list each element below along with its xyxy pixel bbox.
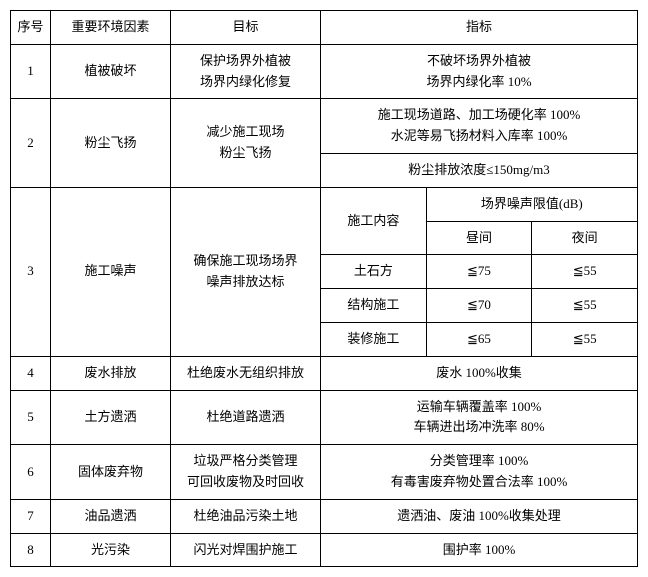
text-line: 施工现场道路、加工场硬化率 100% [378, 107, 581, 122]
sub-cell-day: ≦75 [426, 255, 532, 289]
cell-target: 杜绝油品污染土地 [171, 499, 321, 533]
cell-target: 保护场界外植被 场界内绿化修复 [171, 44, 321, 99]
cell-seq: 6 [11, 445, 51, 500]
cell-indicator: 遗洒油、废油 100%收集处理 [321, 499, 638, 533]
sub-header-limit: 场界噪声限值(dB) [426, 187, 637, 221]
env-factors-table: 序号 重要环境因素 目标 指标 1 植被破坏 保护场界外植被 场界内绿化修复 不… [10, 10, 638, 567]
text-line: 有毒害废弃物处置合法率 100% [391, 474, 568, 489]
text-line: 保护场界外植被 [200, 53, 291, 68]
cell-target: 确保施工现场场界 噪声排放达标 [171, 187, 321, 356]
table-row: 4 废水排放 杜绝废水无组织排放 废水 100%收集 [11, 356, 638, 390]
cell-seq: 7 [11, 499, 51, 533]
cell-seq: 5 [11, 390, 51, 445]
cell-factor: 植被破坏 [51, 44, 171, 99]
cell-target: 杜绝废水无组织排放 [171, 356, 321, 390]
sub-header-day: 昼间 [426, 221, 532, 255]
cell-indicator: 不破坏场界外植被 场界内绿化率 10% [321, 44, 638, 99]
cell-factor: 粉尘飞扬 [51, 99, 171, 187]
cell-indicator: 施工现场道路、加工场硬化率 100% 水泥等易飞扬材料入库率 100% [321, 99, 638, 154]
sub-cell-name: 装修施工 [321, 322, 427, 356]
cell-factor: 油品遗洒 [51, 499, 171, 533]
table-row: 8 光污染 闪光对焊围护施工 围护率 100% [11, 533, 638, 567]
cell-seq: 8 [11, 533, 51, 567]
sub-header-content: 施工内容 [321, 187, 427, 255]
text-line: 噪声排放达标 [206, 274, 284, 289]
text-line: 可回收废物及时回收 [187, 474, 304, 489]
cell-indicator: 运输车辆覆盖率 100% 车辆进出场冲洗率 80% [321, 390, 638, 445]
text-line: 车辆进出场冲洗率 80% [413, 419, 544, 434]
sub-cell-name: 土石方 [321, 255, 427, 289]
cell-factor: 固体废弃物 [51, 445, 171, 500]
cell-target: 垃圾严格分类管理 可回收废物及时回收 [171, 445, 321, 500]
sub-cell-day: ≦70 [426, 289, 532, 323]
sub-cell-night: ≦55 [532, 255, 638, 289]
text-line: 减少施工现场 [206, 124, 284, 139]
text-line: 场界内绿化修复 [200, 74, 291, 89]
table-row: 2 粉尘飞扬 减少施工现场 粉尘飞扬 施工现场道路、加工场硬化率 100% 水泥… [11, 99, 638, 154]
cell-seq: 2 [11, 99, 51, 187]
cell-factor: 施工噪声 [51, 187, 171, 356]
text-line: 粉尘飞扬 [219, 145, 271, 160]
cell-factor: 废水排放 [51, 356, 171, 390]
text-line: 场界内绿化率 10% [426, 74, 531, 89]
header-factor: 重要环境因素 [51, 11, 171, 45]
sub-cell-night: ≦55 [532, 322, 638, 356]
cell-indicator: 分类管理率 100% 有毒害废弃物处置合法率 100% [321, 445, 638, 500]
header-row: 序号 重要环境因素 目标 指标 [11, 11, 638, 45]
text-line: 确保施工现场场界 [193, 253, 297, 268]
cell-target: 闪光对焊围护施工 [171, 533, 321, 567]
text-line: 垃圾严格分类管理 [193, 453, 297, 468]
cell-seq: 4 [11, 356, 51, 390]
cell-target: 减少施工现场 粉尘飞扬 [171, 99, 321, 187]
table-row: 1 植被破坏 保护场界外植被 场界内绿化修复 不破坏场界外植被 场界内绿化率 1… [11, 44, 638, 99]
cell-target: 杜绝道路遗洒 [171, 390, 321, 445]
cell-indicator: 废水 100%收集 [321, 356, 638, 390]
cell-indicator: 围护率 100% [321, 533, 638, 567]
table-row: 3 施工噪声 确保施工现场场界 噪声排放达标 施工内容 场界噪声限值(dB) [11, 187, 638, 221]
header-seq: 序号 [11, 11, 51, 45]
sub-header-night: 夜间 [532, 221, 638, 255]
table-row: 6 固体废弃物 垃圾严格分类管理 可回收废物及时回收 分类管理率 100% 有毒… [11, 445, 638, 500]
header-indicator: 指标 [321, 11, 638, 45]
sub-cell-name: 结构施工 [321, 289, 427, 323]
table-row: 5 土方遗洒 杜绝道路遗洒 运输车辆覆盖率 100% 车辆进出场冲洗率 80% [11, 390, 638, 445]
header-target: 目标 [171, 11, 321, 45]
cell-seq: 3 [11, 187, 51, 356]
text-line: 不破坏场界外植被 [427, 53, 531, 68]
table-row: 7 油品遗洒 杜绝油品污染土地 遗洒油、废油 100%收集处理 [11, 499, 638, 533]
sub-cell-day: ≦65 [426, 322, 532, 356]
text-line: 水泥等易飞扬材料入库率 100% [391, 128, 568, 143]
cell-factor: 光污染 [51, 533, 171, 567]
text-line: 分类管理率 100% [430, 453, 529, 468]
cell-indicator: 粉尘排放浓度≤150mg/m3 [321, 153, 638, 187]
cell-seq: 1 [11, 44, 51, 99]
sub-cell-night: ≦55 [532, 289, 638, 323]
cell-factor: 土方遗洒 [51, 390, 171, 445]
text-line: 运输车辆覆盖率 100% [417, 399, 542, 414]
